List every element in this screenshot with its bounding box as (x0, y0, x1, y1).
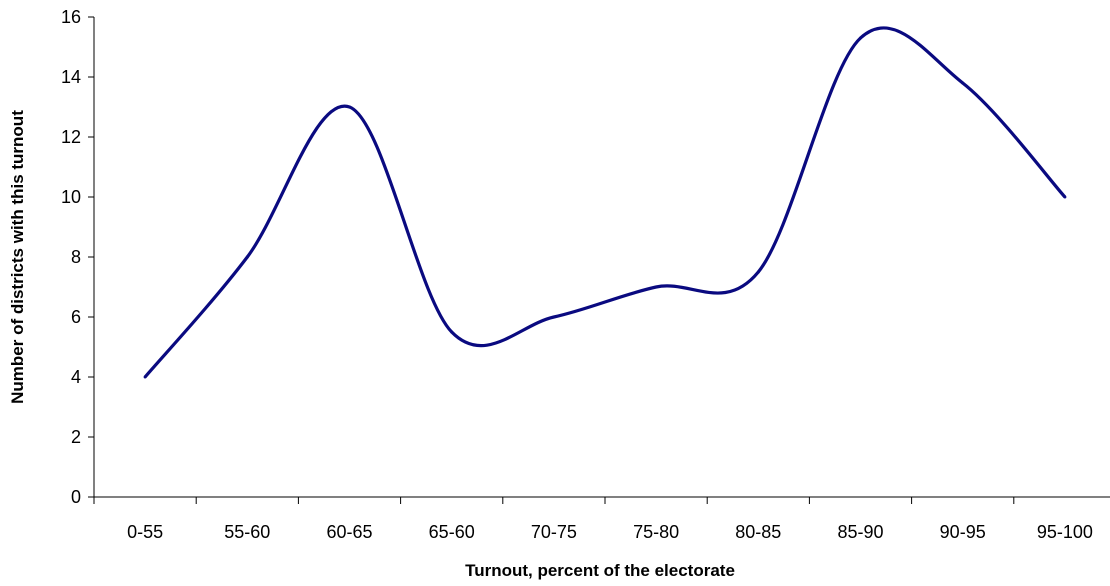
y-axis: 0 2 4 6 8 10 12 14 16 (61, 7, 95, 507)
x-tick-label: 70-75 (531, 522, 577, 542)
y-tick-label: 10 (61, 187, 81, 207)
y-tick-label: 0 (71, 487, 81, 507)
x-axis-title: Turnout, percent of the electorate (465, 561, 735, 580)
data-point (756, 270, 760, 274)
data-point (1063, 195, 1067, 199)
y-tick-label: 8 (71, 247, 81, 267)
data-point (143, 375, 147, 379)
series-line (143, 26, 1067, 379)
x-tick-label: 55-60 (224, 522, 270, 542)
x-tick-label: 60-65 (326, 522, 372, 542)
y-tick-label: 16 (61, 7, 81, 27)
x-tick-label: 80-85 (735, 522, 781, 542)
x-tick-label: 0-55 (127, 522, 163, 542)
data-point (961, 81, 965, 85)
x-tick-label: 90-95 (940, 522, 986, 542)
data-point (348, 105, 351, 109)
data-point (552, 315, 556, 319)
data-point (654, 285, 658, 289)
data-point (450, 330, 454, 334)
y-axis-title: Number of districts with this turnout (8, 110, 27, 404)
data-point (245, 255, 249, 259)
y-tick-label: 12 (61, 127, 81, 147)
series-layer (143, 26, 1067, 379)
x-axis: 0-55 55-60 60-65 65-60 70-75 75-80 80-85 85-90 9… (93, 496, 1110, 542)
y-tick-label: 2 (71, 427, 81, 447)
y-tick-label: 6 (71, 307, 81, 327)
x-tick-label: 85-90 (837, 522, 883, 542)
x-tick-label: 75-80 (633, 522, 679, 542)
y-tick-label: 14 (61, 67, 81, 87)
data-point (859, 36, 862, 40)
x-tick-label: 95-100 (1037, 522, 1093, 542)
y-tick-label: 4 (71, 367, 81, 387)
x-tick-label: 65-60 (429, 522, 475, 542)
